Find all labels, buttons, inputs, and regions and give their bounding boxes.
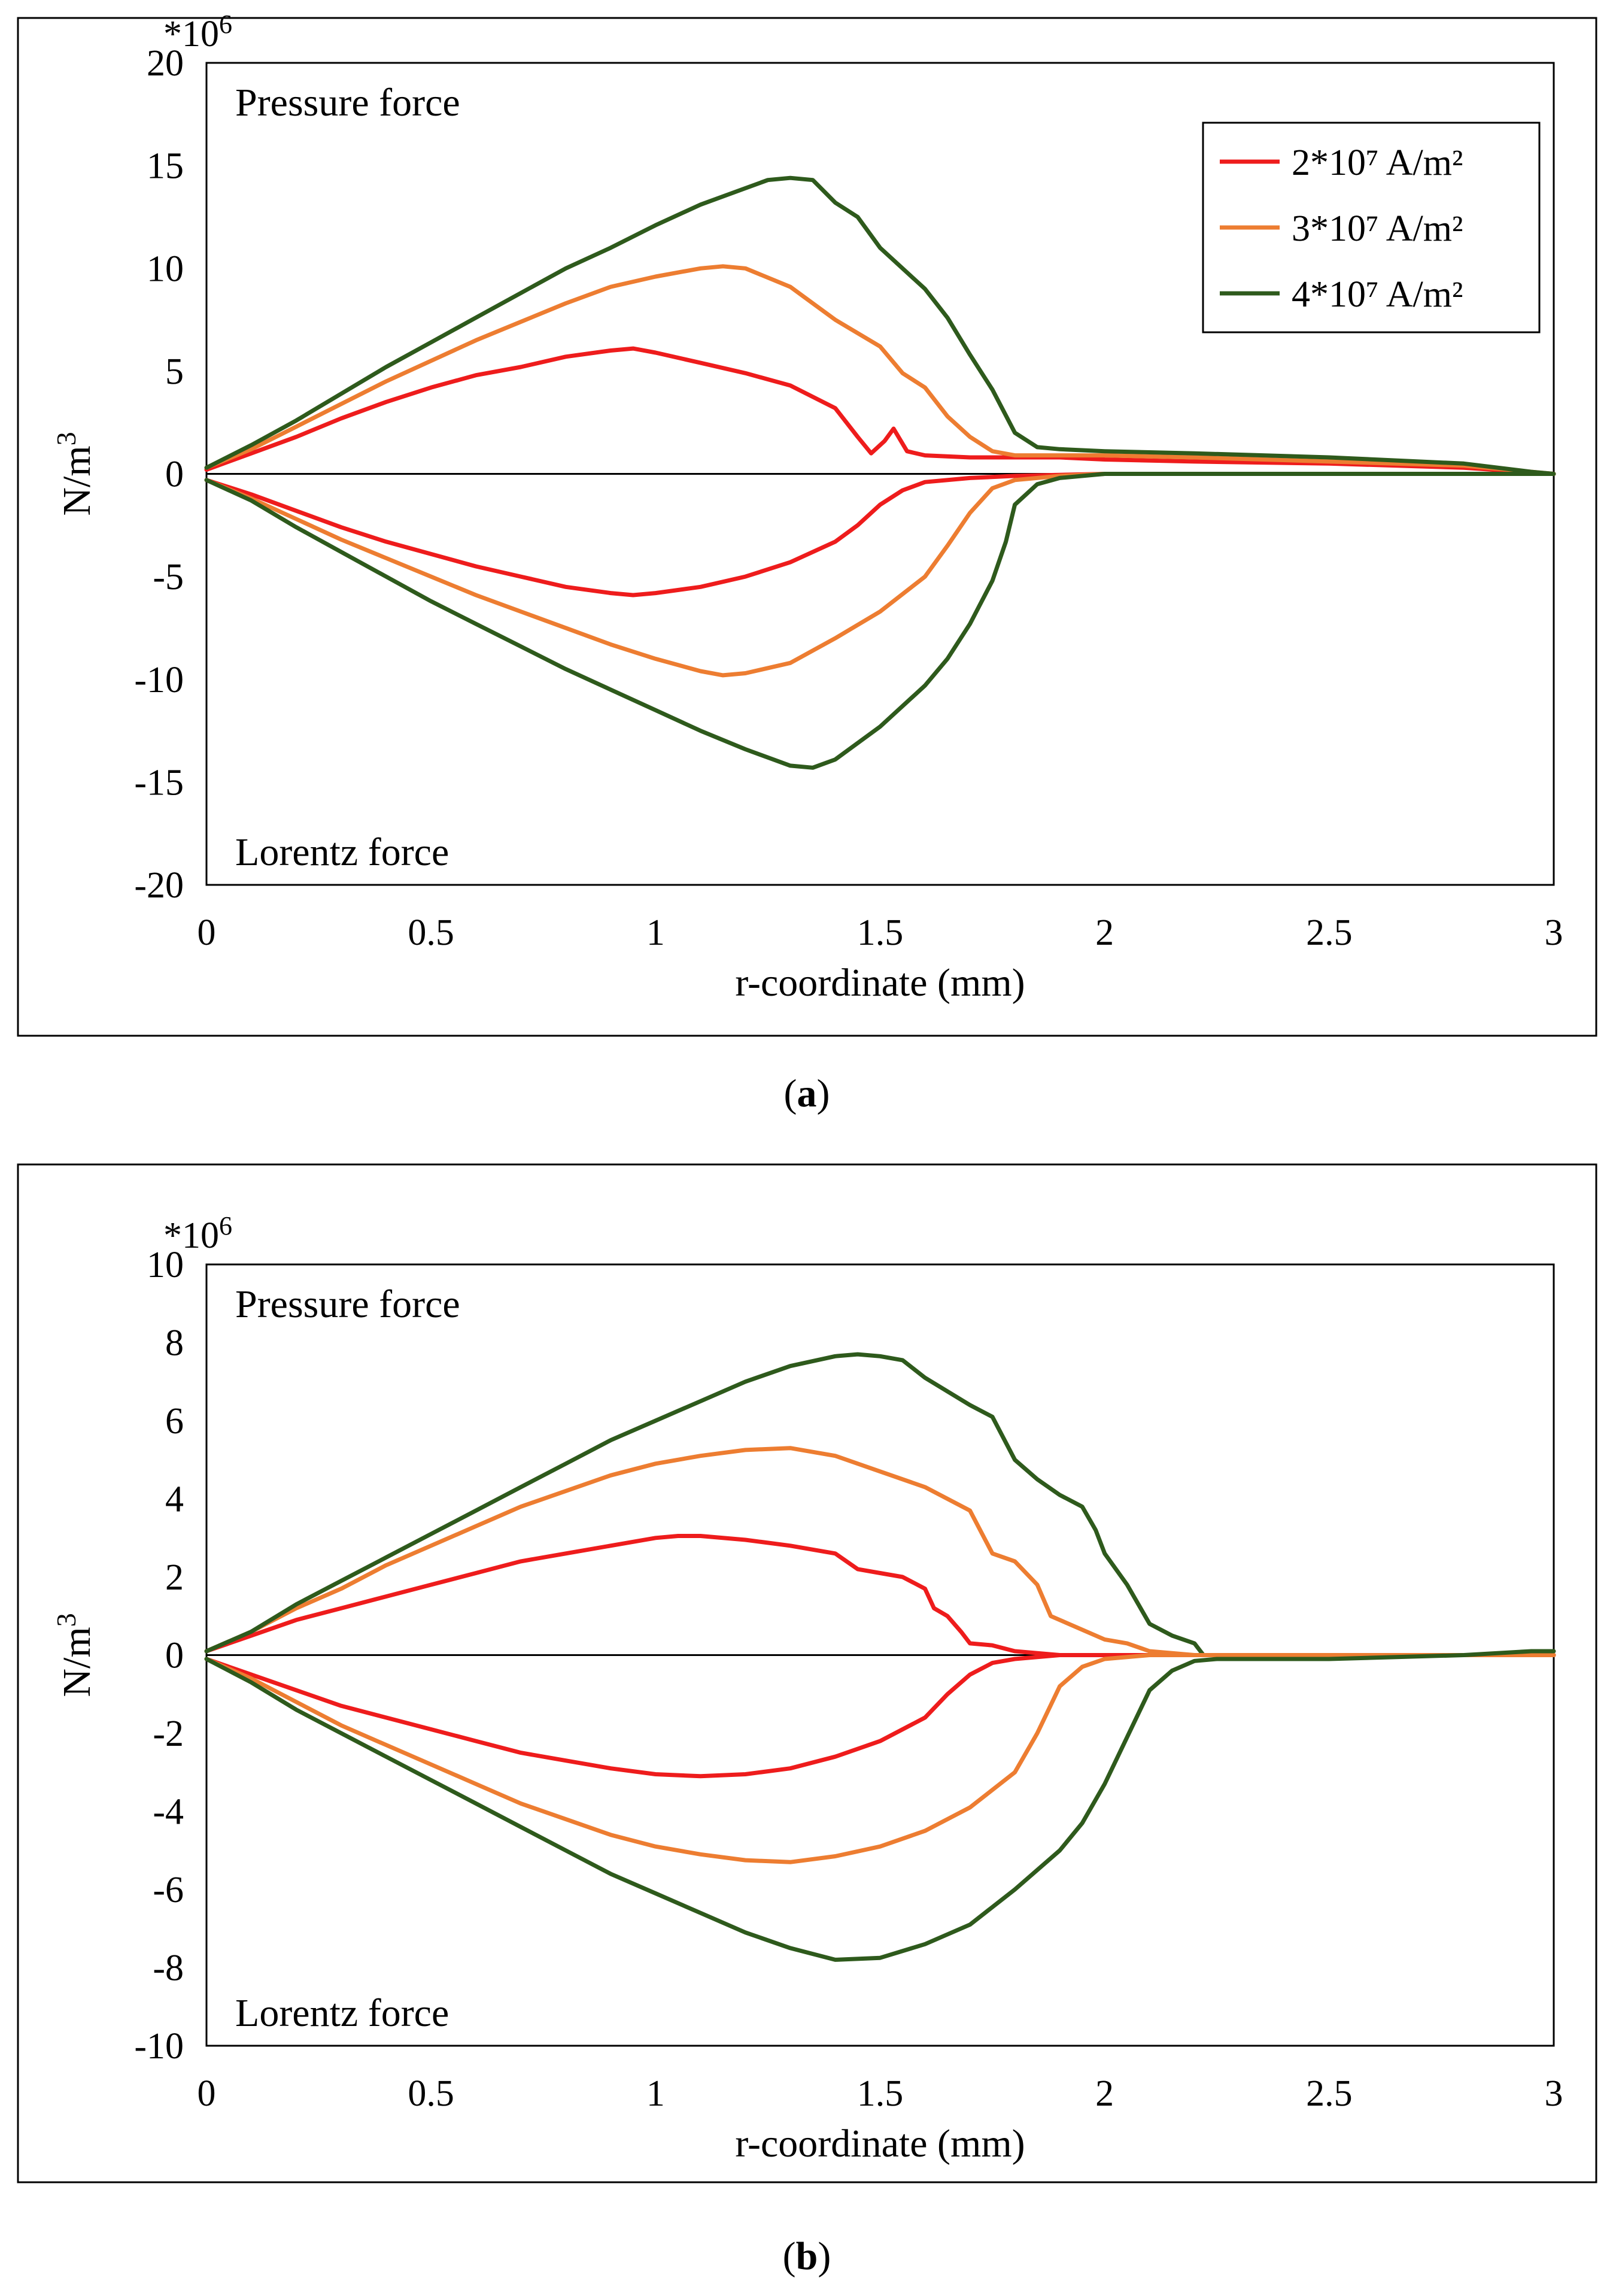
- chart-a-outer-frame: [17, 17, 1597, 1037]
- chart-b-exponent-label: *106: [163, 1211, 232, 1256]
- chart-b-x-tick-label: 2: [1095, 2073, 1114, 2114]
- chart-a-y-tick-label: 15: [147, 146, 184, 187]
- chart-a-series-line: [204, 346, 1556, 476]
- chart-a-y-tick-label: -20: [134, 865, 184, 906]
- chart-a-x-tick-label: 3: [1545, 912, 1563, 953]
- chart-b-y-tick-label: -2: [153, 1713, 184, 1754]
- chart-b-y-tick-label: -4: [153, 1792, 184, 1833]
- chart-a-y-tick-label: -15: [134, 762, 184, 803]
- chart-a-x-tick-label: 0.5: [408, 912, 454, 953]
- chart-a-y-tick-label: 5: [165, 351, 184, 392]
- chart-b-y-tick-label: -8: [153, 1948, 184, 1989]
- chart-b-series-line: [204, 1446, 1556, 1657]
- chart-b-x-tick-label: 2.5: [1306, 2073, 1353, 2114]
- chart-a-annotation-pressure: Pressure force: [235, 81, 460, 125]
- chart-b-series-line: [204, 1352, 1556, 1657]
- chart-b-series-line: [204, 1534, 1556, 1657]
- chart-b-series-line: [204, 1653, 1556, 1779]
- chart-a-legend-label: 4*10⁷ A/m²: [1292, 274, 1463, 315]
- chart-a-x-tick-label: 2: [1095, 912, 1114, 953]
- chart-b-x-axis-label: r-coordinate (mm): [735, 2122, 1025, 2165]
- chart-a-x-tick-label: 1: [646, 912, 665, 953]
- chart-b-x-tick-label: 1: [646, 2073, 665, 2114]
- chart-a-y-tick-label: 20: [147, 43, 184, 84]
- chart-a-x-tick-label: 1.5: [857, 912, 904, 953]
- chart-b-y-tick-label: 0: [165, 1636, 184, 1676]
- chart-a-y-axis-label: N/m3: [51, 432, 99, 515]
- chart-a-y-tick-label: 0: [165, 454, 184, 495]
- chart-b-annotation-pressure: Pressure force: [235, 1282, 460, 1326]
- chart-b-outer-frame: [17, 1163, 1597, 2183]
- chart-a-series-line: [204, 472, 1556, 770]
- chart-a-series-line: [204, 175, 1556, 476]
- chart-b-x-tick-label: 1.5: [857, 2073, 904, 2114]
- chart-a-annotation-lorentz: Lorentz force: [235, 830, 449, 874]
- chart-a-series-line: [204, 264, 1556, 476]
- chart-b-annotation-lorentz: Lorentz force: [235, 1991, 449, 2035]
- chart-a-y-tick-label: 10: [147, 248, 184, 289]
- chart-b-y-tick-label: 4: [165, 1479, 184, 1520]
- chart-a-y-tick-label: -10: [134, 660, 184, 700]
- chart-b-y-axis-label: N/m3: [51, 1613, 99, 1697]
- chart-b-x-tick-label: 3: [1545, 2073, 1563, 2114]
- chart-b-series-line: [204, 1653, 1556, 1864]
- chart-a-legend-label: 2*10⁷ A/m²: [1292, 142, 1463, 183]
- chart-b-y-tick-label: 8: [165, 1323, 184, 1364]
- chart-b-x-tick-label: 0.5: [408, 2073, 454, 2114]
- chart-b-y-tick-label: 2: [165, 1557, 184, 1598]
- chart-b-y-tick-label: -10: [134, 2026, 184, 2067]
- chart-b-caption: (b): [783, 2234, 831, 2278]
- chart-a-x-tick-label: 2.5: [1306, 912, 1353, 953]
- chart-a-x-axis-label: r-coordinate (mm): [735, 961, 1025, 1005]
- chart-a-caption: (a): [784, 1072, 830, 1115]
- chart-b-y-tick-label: 10: [147, 1245, 184, 1285]
- chart-a-legend-label: 3*10⁷ A/m²: [1292, 208, 1463, 249]
- chart-a-x-tick-label: 0: [198, 912, 216, 953]
- chart-b-y-tick-label: -6: [153, 1870, 184, 1910]
- chart-a-y-tick-label: -5: [153, 557, 184, 597]
- chart-a-exponent-label: *106: [163, 10, 232, 54]
- chart-b-y-tick-label: 6: [165, 1401, 184, 1442]
- chart-b-series-line: [204, 1649, 1556, 1962]
- chart-b-x-tick-label: 0: [198, 2073, 216, 2114]
- chart-a-series-line: [204, 472, 1556, 597]
- chart-a-series-line: [204, 472, 1556, 678]
